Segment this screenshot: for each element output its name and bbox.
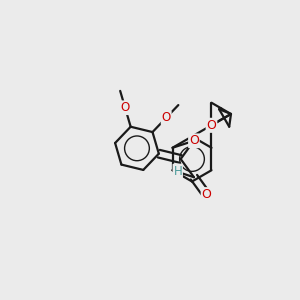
Text: N: N: [207, 119, 216, 132]
Text: O: O: [189, 134, 199, 147]
Text: O: O: [162, 111, 171, 124]
Text: O: O: [121, 101, 130, 114]
Text: O: O: [202, 188, 212, 201]
Text: O: O: [206, 119, 216, 132]
Text: H: H: [173, 164, 182, 178]
